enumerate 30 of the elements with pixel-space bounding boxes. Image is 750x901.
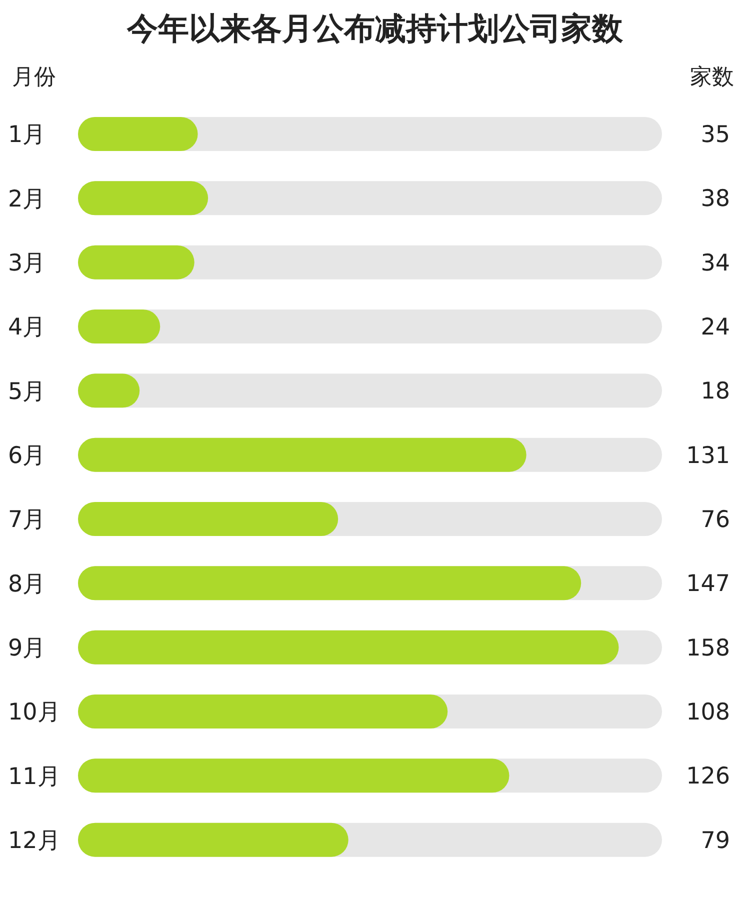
data-label: 76 [700, 507, 730, 533]
x-axis-title: 家数 [690, 64, 734, 92]
y-tick-label: 8月 [8, 571, 46, 598]
bar [78, 181, 208, 216]
data-label: 35 [700, 122, 730, 148]
data-label: 126 [686, 764, 730, 790]
data-label: 34 [700, 250, 730, 276]
y-tick-label: 10月 [8, 700, 60, 726]
bar [78, 245, 194, 280]
y-tick-label: 9月 [8, 636, 46, 662]
y-tick-label: 3月 [8, 250, 46, 277]
y-tick-label: 7月 [8, 507, 46, 534]
chart-title: 今年以来各月公布减持计划公司家数 [126, 10, 624, 49]
data-label: 18 [700, 378, 730, 405]
data-label: 158 [686, 635, 730, 662]
y-axis-title: 月份 [12, 64, 56, 92]
bar [78, 117, 198, 151]
data-label: 79 [700, 828, 730, 854]
y-tick-label: 11月 [8, 764, 60, 790]
y-tick-label: 12月 [8, 828, 60, 854]
y-tick-label: 2月 [8, 186, 46, 212]
data-label: 108 [686, 700, 730, 726]
data-label: 147 [686, 571, 730, 598]
data-label: 24 [700, 314, 730, 340]
y-tick-label: 5月 [8, 378, 46, 405]
y-tick-label: 1月 [8, 122, 46, 148]
data-label: 131 [686, 442, 730, 469]
data-label: 38 [700, 186, 730, 212]
y-tick-label: 4月 [8, 314, 46, 341]
y-tick-label: 6月 [8, 443, 46, 470]
